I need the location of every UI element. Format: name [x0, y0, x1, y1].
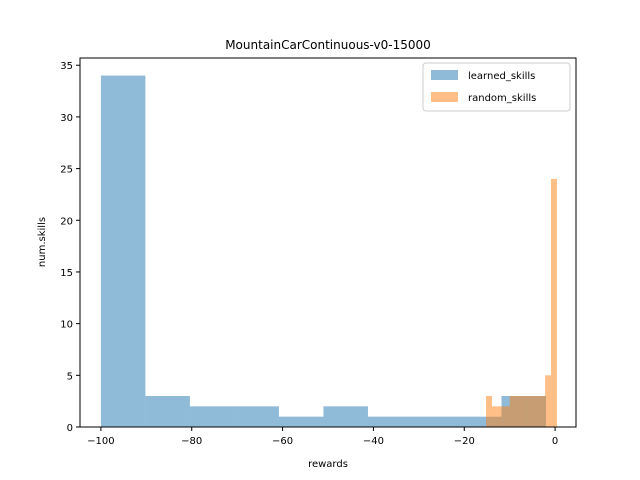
- bar-random-skills-11: [551, 178, 557, 427]
- bar-learned-skills-6: [367, 416, 413, 427]
- bar-random-skills-5: [515, 395, 522, 427]
- y-tick-label: 10: [60, 320, 73, 331]
- bar-random-skills-0: [486, 395, 492, 427]
- x-tick-label: −40: [363, 436, 384, 447]
- bar-learned-skills-1: [145, 395, 190, 427]
- x-tick-label: −80: [181, 436, 202, 447]
- legend-label-learned-skills: learned_skills: [468, 71, 535, 82]
- bar-random-skills-2: [497, 406, 504, 427]
- bar-random-skills-9: [539, 395, 546, 427]
- bar-learned-skills-4: [278, 416, 324, 427]
- y-tick-label: 15: [60, 268, 73, 279]
- x-axis-label: rewards: [308, 459, 348, 470]
- y-tick-label: 25: [60, 165, 73, 176]
- bar-learned-skills-2: [189, 406, 235, 427]
- bar-random-skills-1: [491, 406, 498, 427]
- bar-learned-skills-8: [456, 416, 502, 427]
- y-tick-label: 20: [60, 216, 73, 227]
- plot-frame: [79, 57, 577, 428]
- legend-swatch-learned-skills: [431, 70, 458, 80]
- x-tick-label: −100: [87, 436, 114, 447]
- bar-learned-skills-3: [234, 406, 279, 427]
- x-tick-label: −60: [272, 436, 293, 447]
- bar-random-skills-3: [503, 406, 510, 427]
- bar-learned-skills-7: [412, 416, 457, 427]
- bar-random-skills-7: [527, 395, 534, 427]
- bar-random-skills-6: [521, 395, 528, 427]
- bar-learned-skills-0: [100, 75, 146, 428]
- legend-swatch-random-skills: [431, 92, 458, 102]
- legend: learned_skills random_skills: [422, 62, 571, 112]
- y-tick-label: 0: [67, 423, 73, 434]
- bars-layer: [100, 75, 557, 428]
- y-axis: 0 5 10 15 20 25 30 35: [60, 61, 80, 434]
- y-axis-label: num.skills: [37, 217, 48, 267]
- x-tick-label: 0: [552, 436, 558, 447]
- x-axis: −100 −80 −60 −40 −20 0: [87, 427, 558, 447]
- bar-random-skills-10: [545, 375, 552, 427]
- chart-title: MountainCarContinuous-v0-15000: [225, 38, 431, 52]
- y-tick-label: 5: [67, 371, 73, 382]
- legend-label-random-skills: random_skills: [468, 93, 536, 104]
- legend-box: [422, 62, 571, 112]
- x-tick-label: −20: [454, 436, 475, 447]
- bar-random-skills-4: [509, 395, 516, 427]
- bar-random-skills-8: [533, 395, 540, 427]
- y-tick-label: 30: [60, 113, 73, 124]
- bar-learned-skills-5: [323, 406, 368, 427]
- y-tick-label: 35: [60, 61, 73, 72]
